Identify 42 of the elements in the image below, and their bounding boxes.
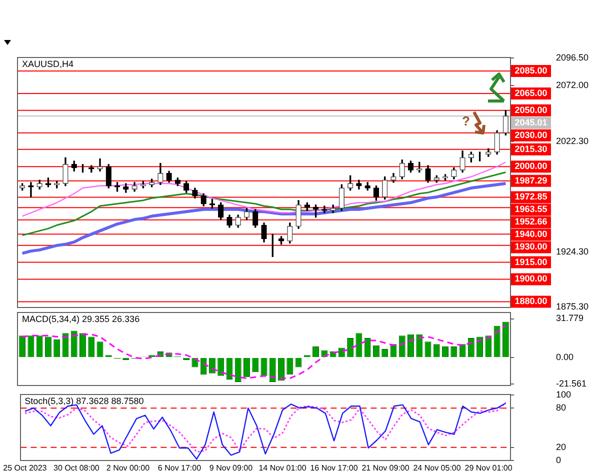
y-tick-label: 1875.30 — [556, 301, 589, 312]
chart-title: MACD(5,34,4) 29.355 26.336 — [22, 314, 140, 324]
x-tick-label: 9 Nov 09:00 — [209, 463, 254, 472]
x-tick-label: 6 Nov 17:00 — [158, 463, 202, 472]
x-tick-label: 16 Nov 17:00 — [310, 463, 358, 472]
y-tick-label: 2072.00 — [556, 80, 589, 90]
ref-line-label: 2050.00 — [514, 104, 548, 115]
annotation: ? — [462, 114, 470, 129]
x-tick-label: 25 Oct 2023 — [3, 463, 48, 472]
ref-line-label: 2065.00 — [514, 88, 548, 98]
y-tick-label: 2096.50 — [556, 52, 589, 62]
ref-line-label: 2085.00 — [514, 65, 548, 76]
ref-line-label: 1915.00 — [514, 256, 548, 267]
ref-line-label: 1972.85 — [514, 192, 548, 202]
x-tick-label: 30 Oct 08:00 — [54, 463, 100, 472]
chart-title: Stoch(5,3,3) 87.3628 88.7580 — [24, 396, 144, 406]
y-tick-label: 31.779 — [556, 313, 584, 324]
ref-line-label: 1940.00 — [514, 229, 548, 240]
x-tick-label: 14 Nov 01:00 — [258, 463, 307, 472]
ref-line-label: 1952.66 — [514, 216, 548, 227]
y-tick-label: 0.00 — [556, 352, 574, 362]
y-tick-label: 0 — [556, 454, 562, 465]
ref-line-label: 1930.00 — [514, 242, 548, 252]
y-tick-label: 20 — [556, 442, 566, 452]
x-tick-label: 29 Nov 01:00 — [464, 463, 513, 472]
ref-line-label: 1963.55 — [514, 204, 548, 214]
ref-line-label: 2015.30 — [514, 144, 548, 154]
y-tick-label: 1924.30 — [556, 246, 589, 256]
ref-line-label: 1900.00 — [514, 274, 548, 284]
ref-line-label: 1987.29 — [514, 175, 548, 186]
y-tick-label: 80 — [556, 402, 566, 413]
y-tick-label: 2022.30 — [556, 136, 589, 146]
x-tick-label: 24 Nov 05:00 — [413, 463, 462, 472]
chart-title: XAUUSD,H4 — [22, 58, 74, 69]
y-tick-label: 100 — [556, 389, 572, 400]
ref-line-label: 2045.01 — [514, 117, 548, 128]
ref-line-label: 1880.00 — [514, 296, 548, 306]
x-tick-label: 21 Nov 09:00 — [362, 463, 410, 472]
x-tick-label: 2 Nov 00:00 — [106, 463, 150, 472]
y-tick-label: -21.561 — [556, 378, 587, 388]
ref-line-label: 2000.00 — [514, 161, 548, 172]
ref-line-label: 2030.00 — [514, 130, 548, 140]
